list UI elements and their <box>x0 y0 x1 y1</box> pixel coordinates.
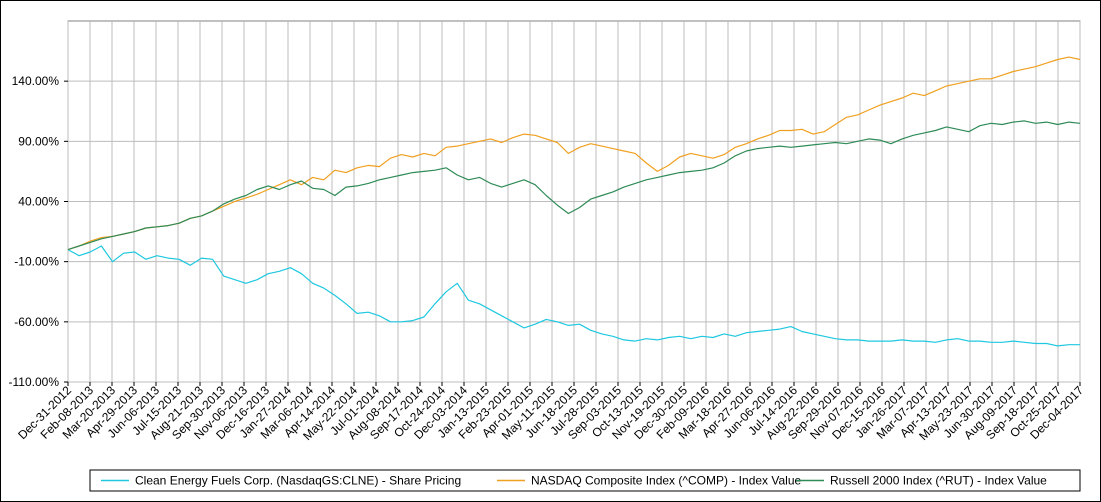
legend-label-2: Russell 2000 Index (^RUT) - Index Value <box>830 474 1047 488</box>
y-tick-label: -110.00% <box>9 375 60 389</box>
y-axis-ticks: 140.00% 90.00% 40.00% -10.00% -60.00% -110.00… <box>9 74 68 389</box>
y-tick-label: 140.00% <box>12 74 60 88</box>
legend: Clean Energy Fuels Corp. (NasdaqGS:CLNE)… <box>89 469 1081 492</box>
y-tick-label: -60.00% <box>14 315 59 329</box>
legend-label-1: NASDAQ Composite Index (^COMP) - Index V… <box>531 474 801 488</box>
legend-box <box>89 469 1081 492</box>
y-tick-label: 90.00% <box>18 134 59 148</box>
y-tick-label: -10.00% <box>14 255 59 269</box>
series-line-0 <box>67 245 1080 347</box>
x-axis-ticks: Dec-31-2012Feb-08-2013Mar-20-2013Apr-29-… <box>15 382 1086 443</box>
series-lines <box>67 56 1081 347</box>
legend-label-0: Clean Energy Fuels Corp. (NasdaqGS:CLNE)… <box>135 474 461 488</box>
series-line-2 <box>67 120 1081 251</box>
series-line-1 <box>67 56 1081 251</box>
y-tick-label: 40.00% <box>18 195 59 209</box>
grid-lines <box>67 20 1081 383</box>
